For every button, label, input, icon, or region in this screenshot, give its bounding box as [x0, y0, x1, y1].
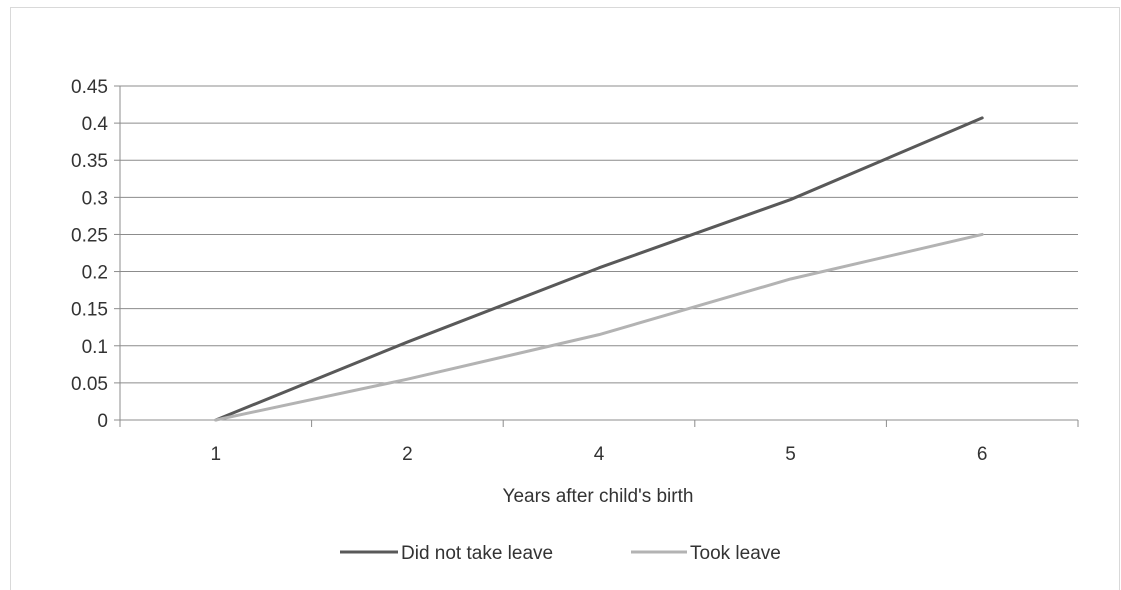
axes	[114, 85, 1079, 427]
legend-item: Took leave	[631, 543, 781, 564]
y-tick-label: 0.25	[71, 225, 108, 246]
y-tick-label: 0.2	[82, 263, 108, 284]
y-tick-label: 0.15	[71, 300, 108, 321]
x-tick-label: 4	[594, 444, 605, 465]
legend: Did not take leave Took leave	[340, 543, 781, 564]
y-tick-label: 0.45	[71, 77, 108, 98]
series-line-2	[214, 232, 984, 422]
legend-item: Did not take leave	[340, 543, 553, 564]
x-tick-label: 6	[977, 444, 988, 465]
series-line-1	[214, 116, 984, 422]
y-tick-label: 0.35	[71, 151, 108, 172]
y-tick-label: 0.1	[82, 337, 108, 358]
y-tick-labels: 0 0.05 0.1 0.15 0.2 0.25 0.3 0.35 0.4 0.45	[71, 77, 108, 432]
legend-label: Took leave	[690, 543, 781, 564]
x-tick-labels: 1 2 4 5 6	[211, 444, 988, 465]
y-tick-label: 0.05	[71, 374, 108, 395]
y-tick-label: 0.3	[82, 188, 108, 209]
legend-label: Did not take leave	[401, 543, 553, 564]
x-tick-label: 2	[402, 444, 413, 465]
series-lines	[214, 116, 984, 422]
y-tick-label: 0.4	[82, 114, 109, 135]
x-axis-title: Years after child's birth	[503, 486, 694, 507]
x-tick-label: 5	[785, 444, 796, 465]
y-tick-label: 0	[97, 411, 108, 432]
chart-frame	[10, 7, 1120, 590]
gridlines	[120, 85, 1078, 384]
x-tick-label: 1	[211, 444, 222, 465]
